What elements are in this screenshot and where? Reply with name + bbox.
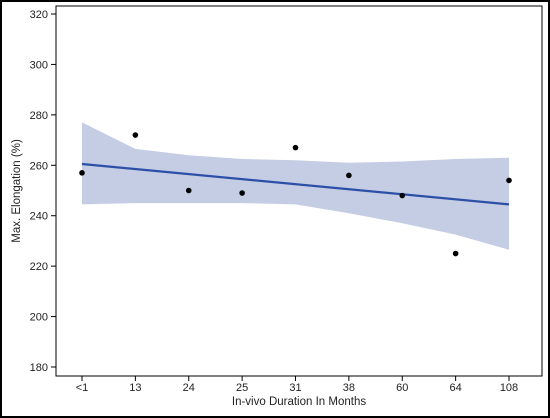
y-tick-label: 260	[30, 160, 48, 172]
data-point	[132, 132, 139, 138]
data-point	[239, 190, 245, 196]
y-tick-label: 300	[30, 59, 48, 71]
confidence-band-layer	[82, 122, 509, 250]
data-point	[452, 250, 459, 257]
y-axis-label: Max. Elongation (%)	[11, 139, 23, 243]
plot-area-frame	[55, 5, 543, 377]
y-tick-label: 320	[30, 9, 48, 21]
x-tick-label: <1	[76, 382, 89, 394]
data-points-layer	[79, 132, 512, 257]
y-tick-label: 280	[30, 110, 48, 122]
regression-line	[81, 162, 510, 206]
data-point	[292, 144, 299, 151]
data-point	[185, 187, 192, 194]
x-tick-label: 25	[236, 382, 248, 394]
confidence-band	[82, 122, 509, 250]
x-tick-label: 60	[396, 382, 408, 394]
y-tick-label: 180	[30, 362, 48, 374]
x-tick-label: 24	[183, 382, 195, 394]
x-tick-label: 13	[129, 382, 141, 394]
x-tick-label: 31	[289, 382, 301, 394]
y-tick-label: 240	[30, 211, 48, 223]
data-point	[79, 170, 85, 176]
x-tick-label: 108	[500, 382, 518, 394]
y-tick-label: 220	[30, 261, 48, 273]
y-axis-ticks: 180 200 220 240 260 280 300 320	[30, 9, 56, 374]
x-axis-ticks: <1 13 24 25 31 38 60 64 108	[76, 376, 518, 394]
x-tick-label: 38	[343, 382, 355, 394]
data-point	[346, 172, 352, 179]
x-axis-label: In-vivo Duration In Months	[232, 396, 366, 408]
data-point	[506, 177, 512, 184]
fit-line-layer	[81, 162, 510, 206]
x-tick-label: 64	[450, 382, 462, 394]
y-tick-label: 200	[30, 312, 48, 324]
data-point	[399, 192, 406, 199]
